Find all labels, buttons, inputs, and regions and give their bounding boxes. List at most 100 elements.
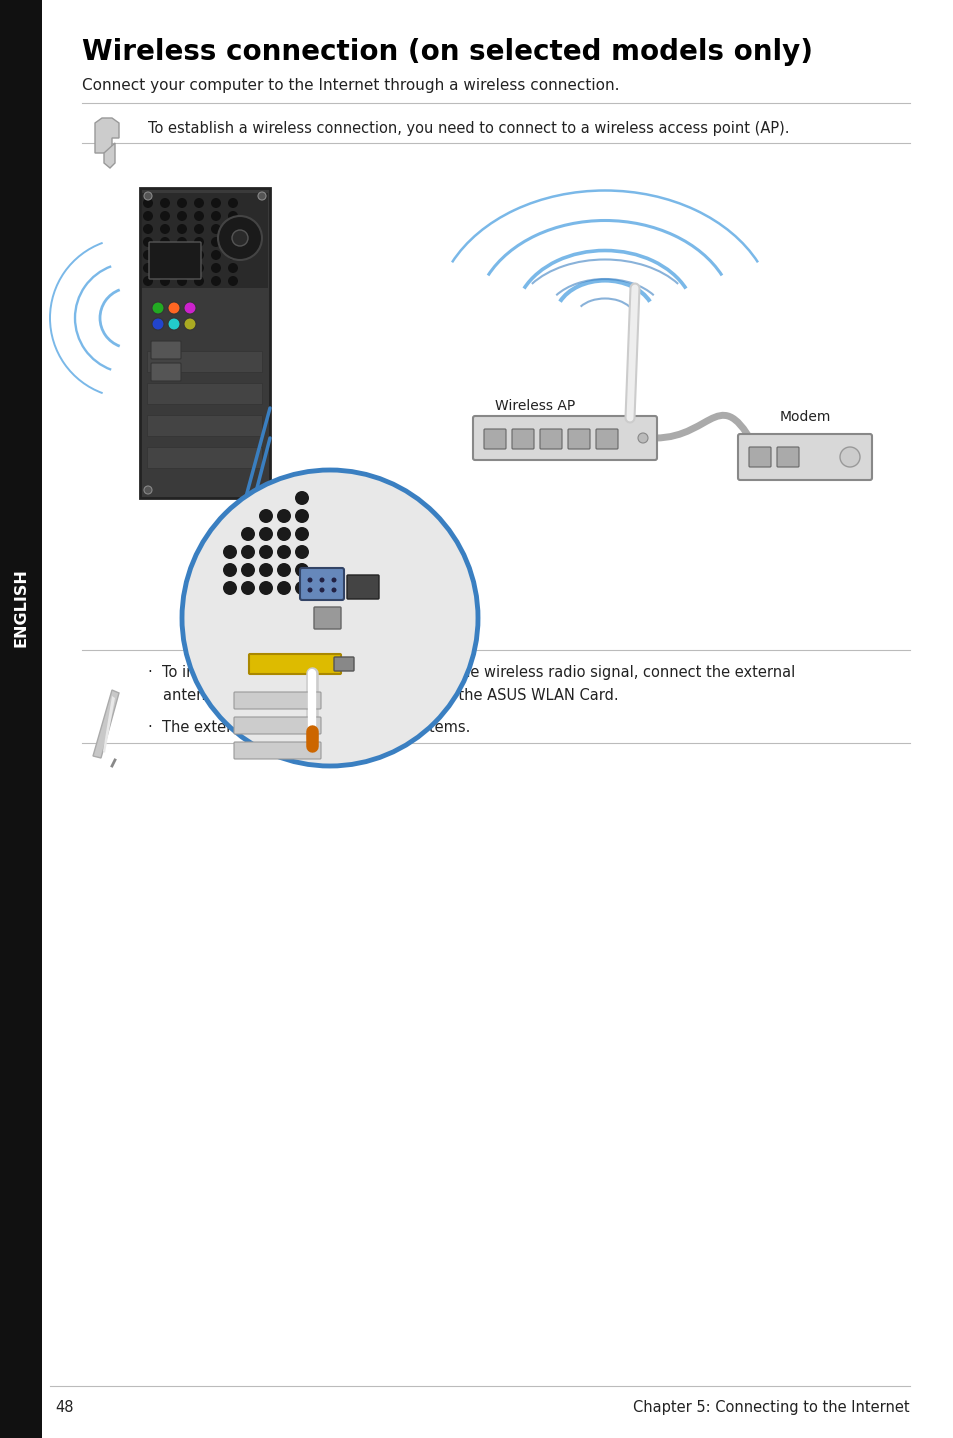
Circle shape	[307, 588, 313, 592]
FancyBboxPatch shape	[334, 657, 354, 672]
Text: 48: 48	[55, 1401, 73, 1415]
Circle shape	[193, 263, 204, 273]
FancyBboxPatch shape	[233, 692, 320, 709]
Text: ·  The external antennas are optional items.: · The external antennas are optional ite…	[148, 720, 470, 735]
Circle shape	[294, 564, 309, 577]
Circle shape	[232, 230, 248, 246]
Circle shape	[182, 470, 477, 766]
Circle shape	[276, 509, 291, 523]
FancyBboxPatch shape	[148, 447, 262, 469]
FancyBboxPatch shape	[512, 429, 534, 449]
Circle shape	[228, 263, 237, 273]
FancyBboxPatch shape	[473, 416, 657, 460]
FancyBboxPatch shape	[539, 429, 561, 449]
Circle shape	[211, 237, 221, 247]
Text: Chapter 5: Connecting to the Internet: Chapter 5: Connecting to the Internet	[633, 1401, 909, 1415]
Circle shape	[294, 581, 309, 595]
Circle shape	[177, 211, 187, 221]
Circle shape	[241, 564, 254, 577]
Circle shape	[177, 224, 187, 234]
Circle shape	[319, 578, 324, 582]
Circle shape	[193, 198, 204, 209]
Circle shape	[193, 276, 204, 286]
Circle shape	[241, 526, 254, 541]
Circle shape	[258, 564, 273, 577]
Text: Wireless connection (on selected models only): Wireless connection (on selected models …	[82, 37, 812, 66]
FancyBboxPatch shape	[151, 362, 181, 381]
Circle shape	[168, 318, 180, 329]
FancyBboxPatch shape	[149, 242, 201, 279]
Circle shape	[307, 578, 313, 582]
Circle shape	[228, 198, 237, 209]
Circle shape	[177, 198, 187, 209]
Circle shape	[193, 211, 204, 221]
Circle shape	[257, 486, 266, 495]
Circle shape	[228, 237, 237, 247]
Circle shape	[223, 564, 236, 577]
Polygon shape	[92, 690, 119, 758]
FancyBboxPatch shape	[738, 434, 871, 480]
Circle shape	[193, 250, 204, 260]
Circle shape	[294, 490, 309, 505]
Circle shape	[228, 211, 237, 221]
Circle shape	[144, 486, 152, 495]
Bar	[142, 193, 268, 288]
Circle shape	[258, 545, 273, 559]
Circle shape	[160, 198, 170, 209]
Circle shape	[152, 302, 164, 313]
Circle shape	[228, 250, 237, 260]
Circle shape	[228, 276, 237, 286]
FancyBboxPatch shape	[776, 447, 799, 467]
Circle shape	[193, 237, 204, 247]
Circle shape	[211, 276, 221, 286]
Circle shape	[331, 578, 336, 582]
Circle shape	[319, 588, 324, 592]
Circle shape	[331, 588, 336, 592]
FancyBboxPatch shape	[140, 188, 270, 498]
Circle shape	[168, 302, 180, 313]
Circle shape	[211, 263, 221, 273]
Circle shape	[276, 581, 291, 595]
Circle shape	[211, 198, 221, 209]
FancyBboxPatch shape	[567, 429, 589, 449]
Circle shape	[840, 447, 859, 467]
FancyBboxPatch shape	[483, 429, 505, 449]
Circle shape	[211, 250, 221, 260]
Circle shape	[184, 318, 195, 329]
Circle shape	[160, 211, 170, 221]
Text: ·  To increase the range and sensitivity of the wireless radio signal, connect t: · To increase the range and sensitivity …	[148, 664, 795, 680]
Circle shape	[276, 545, 291, 559]
FancyBboxPatch shape	[148, 416, 262, 437]
Circle shape	[258, 581, 273, 595]
Circle shape	[241, 545, 254, 559]
Circle shape	[276, 564, 291, 577]
Circle shape	[638, 433, 647, 443]
Text: Connect your computer to the Internet through a wireless connection.: Connect your computer to the Internet th…	[82, 78, 618, 93]
Circle shape	[177, 263, 187, 273]
Circle shape	[228, 224, 237, 234]
Circle shape	[152, 318, 164, 329]
Circle shape	[294, 509, 309, 523]
Circle shape	[143, 237, 152, 247]
Text: antennas to the antenna connectors on the ASUS WLAN Card.: antennas to the antenna connectors on th…	[163, 687, 618, 703]
Circle shape	[241, 581, 254, 595]
Circle shape	[143, 211, 152, 221]
Circle shape	[144, 193, 152, 200]
Text: Modem: Modem	[779, 410, 830, 424]
Circle shape	[177, 276, 187, 286]
Circle shape	[160, 263, 170, 273]
Circle shape	[143, 198, 152, 209]
Text: To establish a wireless connection, you need to connect to a wireless access poi: To establish a wireless connection, you …	[148, 121, 789, 137]
Circle shape	[143, 224, 152, 234]
FancyBboxPatch shape	[314, 607, 340, 628]
FancyBboxPatch shape	[148, 384, 262, 404]
Text: ENGLISH: ENGLISH	[13, 568, 29, 647]
Circle shape	[258, 526, 273, 541]
Circle shape	[276, 526, 291, 541]
Circle shape	[258, 509, 273, 523]
FancyBboxPatch shape	[748, 447, 770, 467]
Circle shape	[257, 193, 266, 200]
Circle shape	[211, 211, 221, 221]
Circle shape	[143, 250, 152, 260]
Circle shape	[160, 224, 170, 234]
